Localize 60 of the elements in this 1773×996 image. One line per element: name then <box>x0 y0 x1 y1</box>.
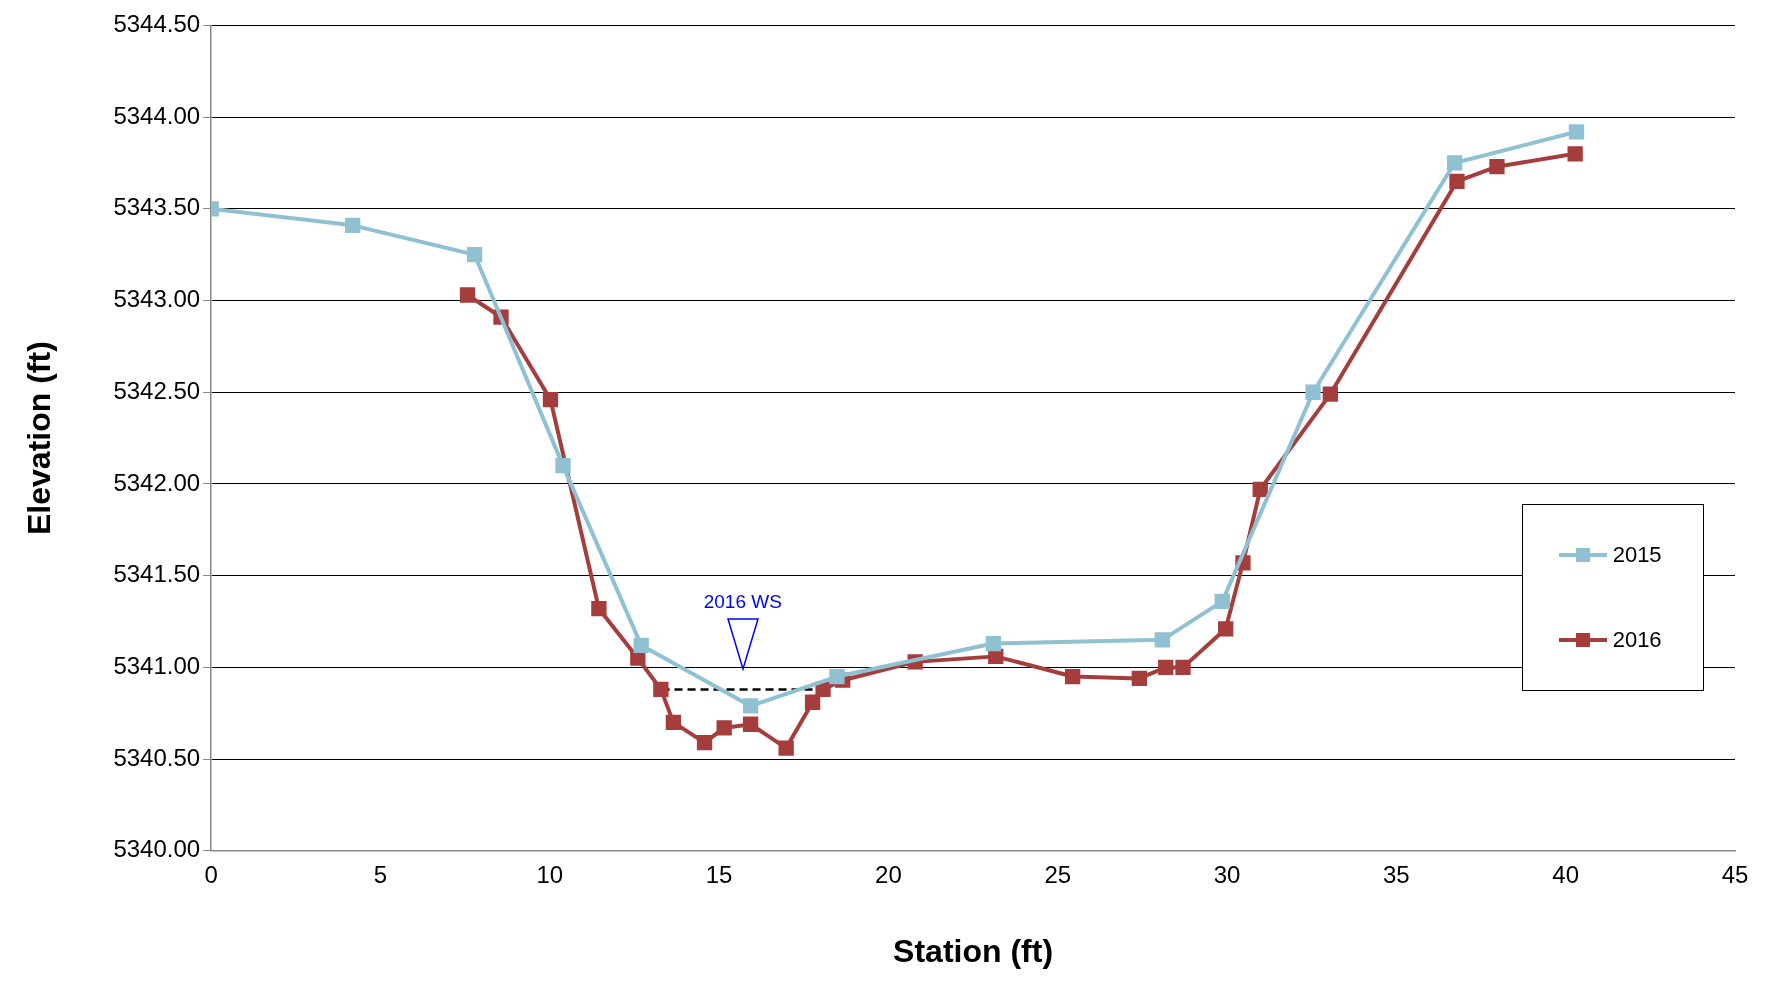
point <box>696 734 713 751</box>
point <box>630 650 646 666</box>
point <box>466 247 483 263</box>
y-tick-label: 5342.00 <box>113 468 201 496</box>
point <box>1489 158 1505 175</box>
point <box>1175 659 1191 676</box>
point <box>1567 146 1583 162</box>
point <box>555 457 571 474</box>
point <box>345 217 361 233</box>
point <box>742 716 759 732</box>
legend-label: 2015 <box>1612 542 1662 569</box>
legend-label: 2016 <box>1612 627 1662 654</box>
x-tick-label: 45 <box>1721 860 1749 888</box>
x-tick-label: 40 <box>1552 860 1580 888</box>
point <box>459 287 476 303</box>
point <box>742 698 759 714</box>
point <box>542 391 559 408</box>
point <box>633 637 649 654</box>
point <box>988 648 1004 665</box>
point <box>1131 670 1147 687</box>
y-tick-label: 5344.50 <box>113 10 201 38</box>
point <box>1218 621 1234 637</box>
y-axis-title: Elevation (ft) <box>21 341 58 535</box>
x-tick-label: 25 <box>1044 860 1072 888</box>
x-tick-label: 10 <box>536 860 564 888</box>
x-tick-label: 15 <box>705 860 733 888</box>
y-tick-label: 5341.00 <box>113 652 201 679</box>
point <box>985 635 1002 652</box>
point <box>665 714 682 731</box>
point <box>1214 593 1230 609</box>
point <box>1158 659 1174 676</box>
y-tick-label: 5340.00 <box>113 835 201 863</box>
point <box>653 681 669 698</box>
point <box>1154 632 1171 648</box>
point <box>1064 668 1081 685</box>
x-tick-label: 35 <box>1383 860 1410 888</box>
point <box>1305 384 1321 400</box>
y-tick-label: 5343.00 <box>113 285 201 313</box>
point <box>716 720 732 736</box>
point <box>778 740 794 756</box>
point <box>1449 173 1465 189</box>
point <box>804 694 821 710</box>
x-tick-label: 30 <box>1213 860 1241 888</box>
x-tick-label: 0 <box>204 860 218 888</box>
point <box>1252 481 1268 498</box>
annotation: 2016 WS <box>702 591 783 614</box>
point <box>829 668 845 685</box>
point <box>1446 155 1463 171</box>
x-tick-label: 5 <box>373 860 388 888</box>
point <box>591 601 607 617</box>
x-tick-label: 20 <box>875 860 902 888</box>
y-tick-label: 5340.50 <box>113 743 201 771</box>
point <box>1568 124 1585 140</box>
y-tick-label: 5341.50 <box>113 560 201 588</box>
y-tick-label: 5344.00 <box>113 101 201 129</box>
y-tick-label: 5342.50 <box>113 376 201 404</box>
point <box>815 681 831 698</box>
point <box>1322 386 1338 402</box>
y-tick-label: 5343.50 <box>113 193 201 221</box>
x-axis-title: Station (ft) <box>893 932 1054 969</box>
